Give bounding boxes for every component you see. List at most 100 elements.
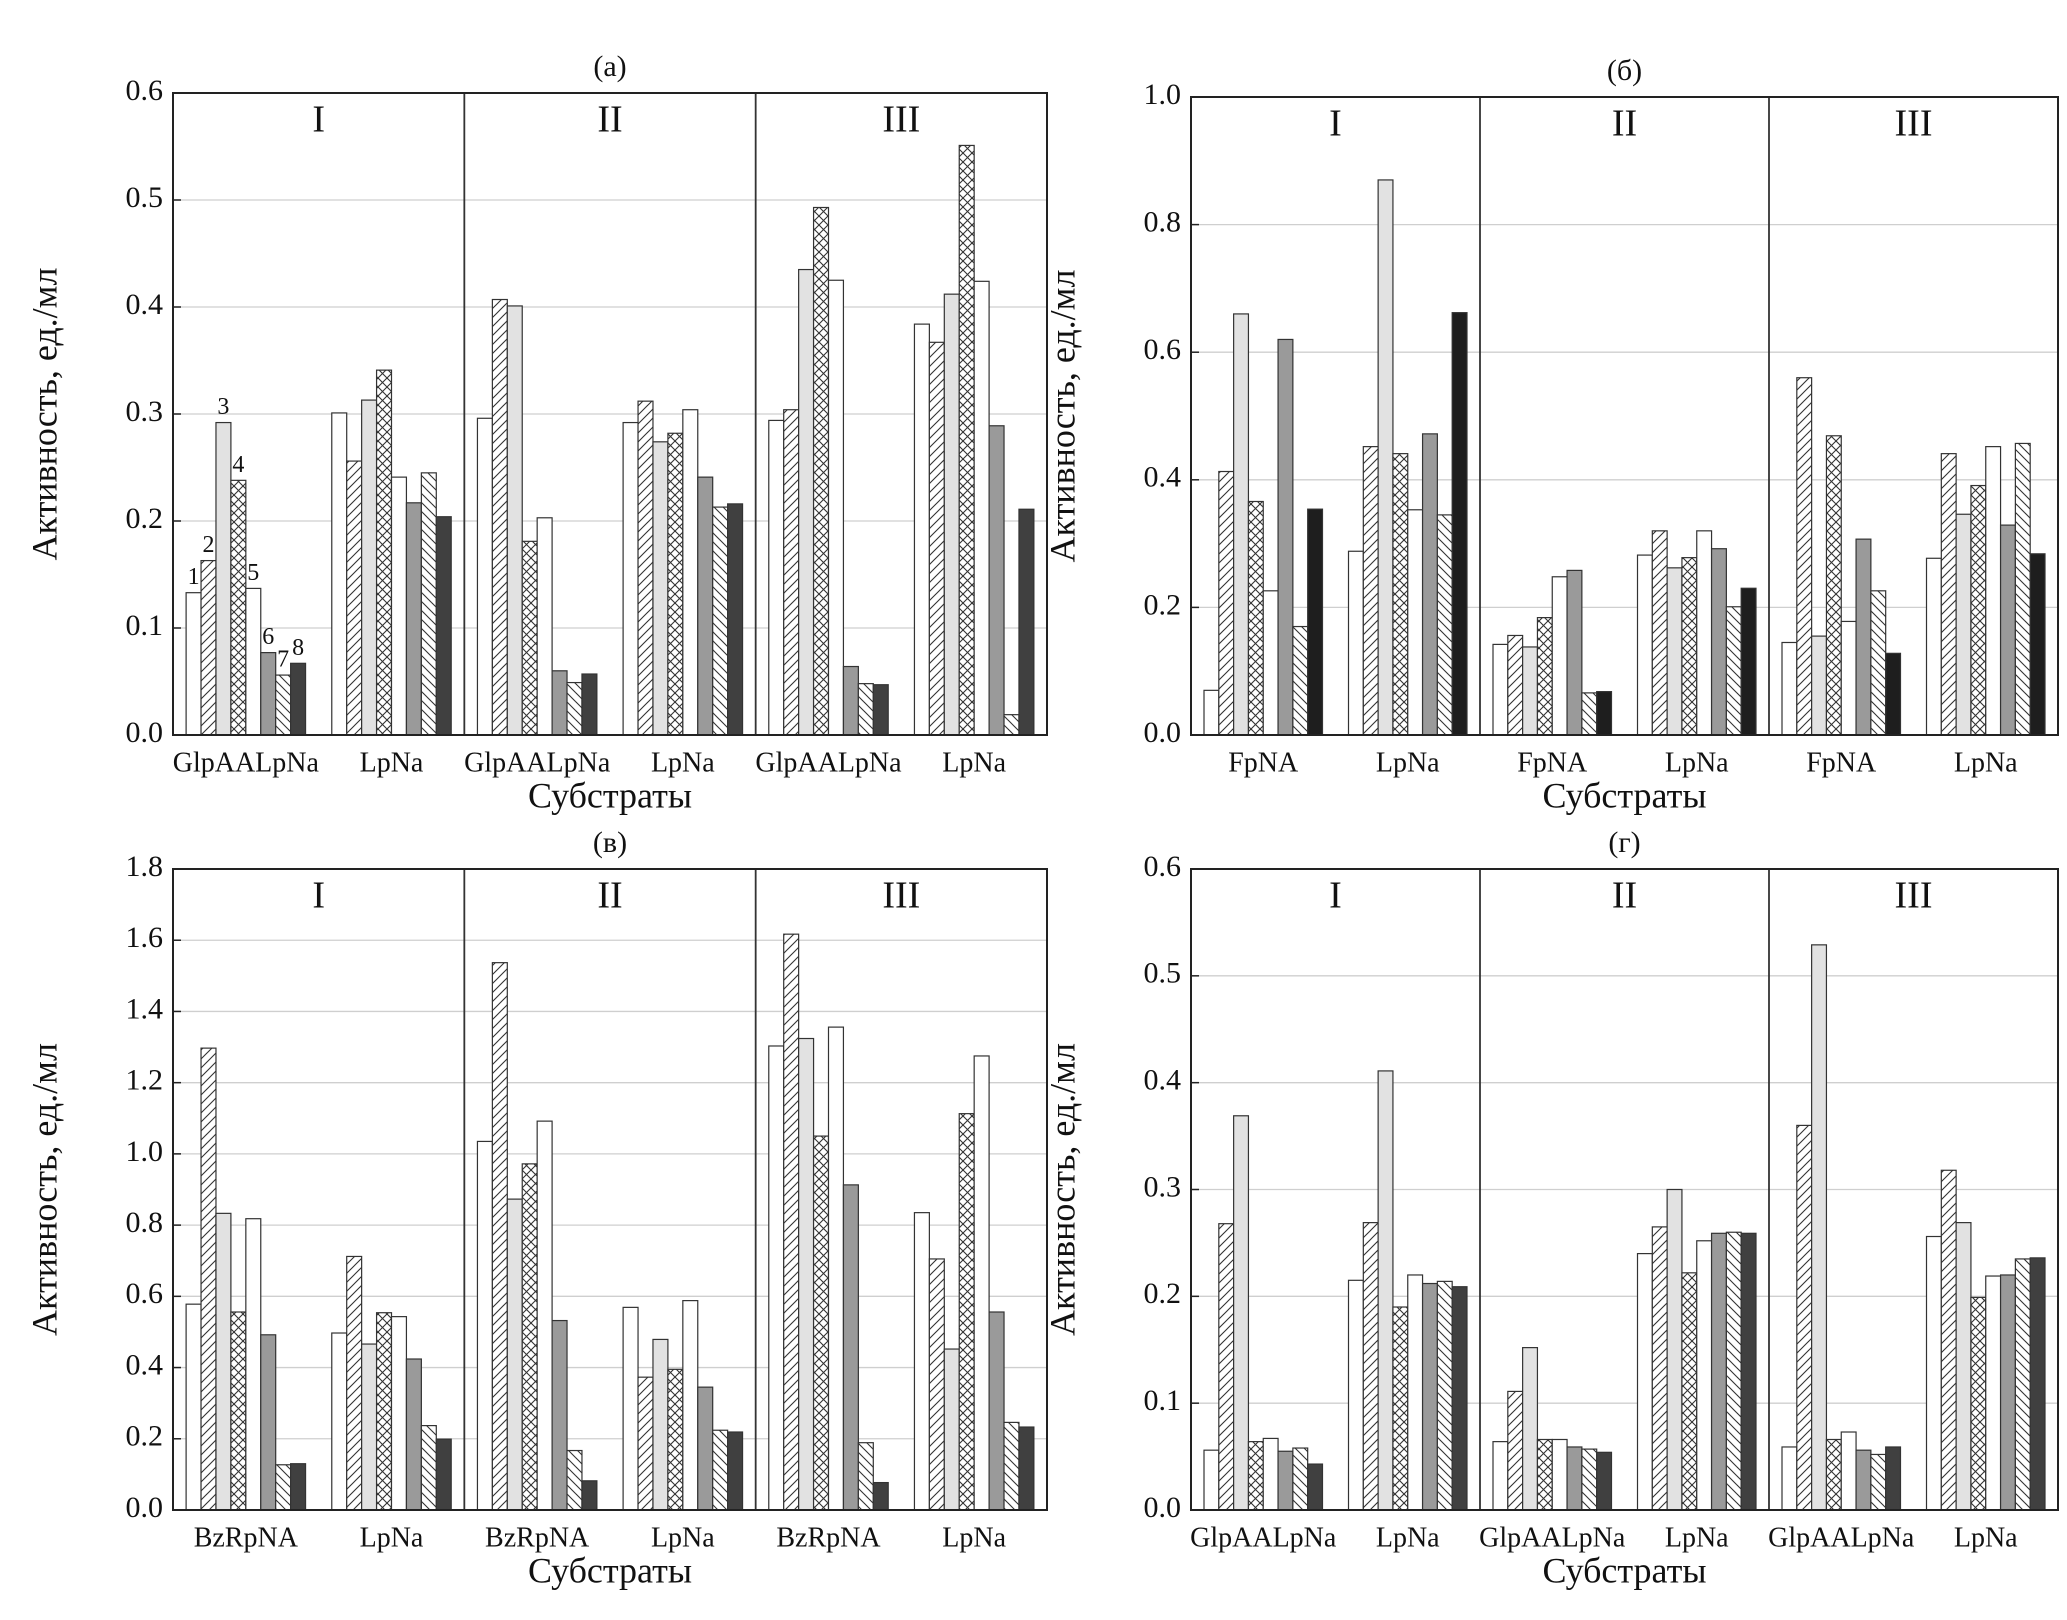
bar <box>1885 1446 1902 1511</box>
bar <box>581 673 598 736</box>
y-tick-label: 0.2 <box>126 502 164 535</box>
section-label: II <box>1612 875 1637 917</box>
y-tick-label: 0.4 <box>126 1348 164 1381</box>
bar <box>1421 1282 1438 1511</box>
bar <box>2014 1258 2031 1511</box>
bar <box>1003 1421 1020 1511</box>
bar <box>1581 1448 1598 1511</box>
bar <box>1636 554 1653 736</box>
bar <box>260 1334 277 1511</box>
bar <box>1377 1070 1394 1511</box>
bar <box>420 1425 437 1511</box>
plot-frame <box>172 868 1048 1511</box>
bar <box>1436 514 1453 736</box>
bar <box>1710 548 1727 736</box>
bar <box>1955 1222 1972 1511</box>
bar <box>1985 1275 2002 1511</box>
x-axis-label: Субстраты <box>1542 1550 1706 1590</box>
bar <box>260 652 277 736</box>
bar <box>1377 179 1394 736</box>
x-tick-label: GlpAALpNa <box>1190 1522 1337 1553</box>
bar <box>1811 944 1828 1511</box>
bar <box>973 280 990 736</box>
bar <box>245 1218 262 1511</box>
bar <box>727 1431 744 1511</box>
x-tick-label: LpNa <box>1376 747 1440 778</box>
bar <box>1970 484 1987 736</box>
y-tick-label: 0.3 <box>1144 1170 1182 1203</box>
bar <box>1203 689 1220 736</box>
section-label: II <box>597 875 622 917</box>
bar <box>361 399 378 736</box>
bar <box>1307 508 1324 736</box>
x-tick-label: LpNa <box>1376 1522 1440 1553</box>
bar <box>622 421 639 736</box>
bar <box>1666 567 1683 736</box>
bar <box>768 419 785 736</box>
bar <box>346 460 363 736</box>
bar <box>1218 1223 1235 1511</box>
x-tick-label: LpNa <box>651 1522 715 1553</box>
series-label: 8 <box>292 635 304 661</box>
bar <box>857 1442 874 1511</box>
y-tick-label: 1.6 <box>126 921 164 954</box>
x-tick-label: LpNa <box>1954 747 2018 778</box>
bar <box>1362 446 1379 736</box>
x-axis-label: Субстраты <box>1542 775 1706 815</box>
bar <box>1999 1274 2016 1511</box>
y-tick-label: 0.4 <box>1144 1064 1182 1097</box>
series-label: 5 <box>247 560 259 586</box>
bar <box>667 432 684 736</box>
bar <box>1651 1226 1668 1511</box>
bar <box>1855 1449 1872 1511</box>
bar <box>375 1312 393 1511</box>
bar <box>667 1368 684 1511</box>
bar <box>476 1140 493 1511</box>
bar <box>521 540 538 736</box>
bar <box>1840 1431 1857 1511</box>
section-label: I <box>1329 103 1342 145</box>
bar <box>988 1311 1005 1511</box>
x-tick-label: GlpAALpNa <box>1768 1522 1915 1553</box>
y-tick-label: 0.2 <box>126 1420 164 1453</box>
bar <box>842 665 859 736</box>
bar <box>812 1135 830 1511</box>
bar <box>622 1306 639 1511</box>
bar <box>943 293 960 736</box>
x-tick-label: LpNa <box>1665 1522 1729 1553</box>
bar <box>275 1464 292 1511</box>
y-tick-label: 0.5 <box>126 181 164 214</box>
bar <box>1451 1286 1468 1511</box>
y-tick-label: 0.8 <box>126 1206 164 1239</box>
bar <box>1870 590 1887 736</box>
y-tick-label: 1.0 <box>126 1135 164 1168</box>
bar <box>1492 643 1509 736</box>
bar <box>988 425 1005 736</box>
y-tick-label: 0.2 <box>1144 1277 1182 1310</box>
bar <box>1566 1446 1583 1511</box>
bar <box>1536 617 1553 736</box>
bar <box>1407 1274 1424 1511</box>
bar <box>798 1037 815 1511</box>
x-tick-label: LpNa <box>1954 1522 2018 1553</box>
bar <box>768 1045 785 1511</box>
y-tick-label: 0.6 <box>126 1277 164 1310</box>
bar <box>1940 1169 1957 1511</box>
x-axis-label: Субстраты <box>528 775 692 815</box>
y-tick-label: 0.1 <box>126 609 164 642</box>
bar <box>727 503 744 736</box>
bar <box>536 1120 553 1511</box>
bar <box>1740 1232 1757 1511</box>
x-tick-label: BzRpNA <box>776 1522 881 1553</box>
bar <box>566 681 583 736</box>
bar <box>1247 1441 1264 1511</box>
bar <box>827 1026 845 1511</box>
bar <box>1218 470 1235 736</box>
bar <box>275 674 292 736</box>
x-tick-label: BzRpNA <box>485 1522 590 1553</box>
y-axis-label: Активность, ед./мл <box>24 268 64 561</box>
bar <box>812 206 830 736</box>
bar <box>1551 576 1568 736</box>
y-tick-label: 0.6 <box>1144 850 1182 883</box>
